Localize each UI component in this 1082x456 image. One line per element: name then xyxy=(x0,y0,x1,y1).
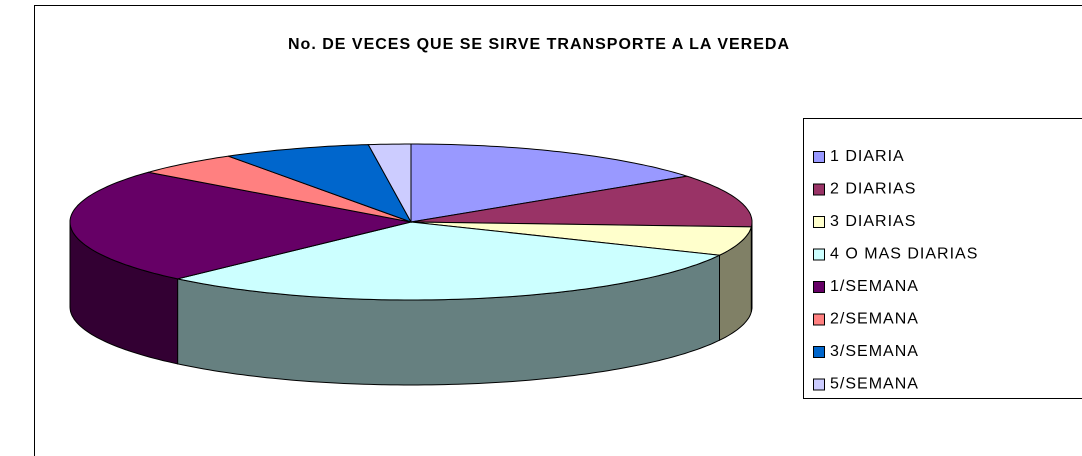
pie-slice xyxy=(367,143,412,223)
legend-label: 5/SEMANA xyxy=(830,376,919,393)
legend-swatch xyxy=(813,151,825,163)
pie-slice xyxy=(410,143,688,223)
legend-swatch xyxy=(813,183,825,196)
legend-label: 3 DIARIAS xyxy=(830,213,916,230)
chart-title: No. DE VECES QUE SE SIRVE TRANSPORTE A L… xyxy=(288,36,790,53)
legend-label: 2 DIARIAS xyxy=(830,181,916,198)
legend-swatch xyxy=(813,281,825,293)
pie-slice xyxy=(228,144,413,223)
pie-tops xyxy=(69,143,753,301)
legend-swatch xyxy=(813,313,825,326)
legend-label: 4 O MAS DIARIAS xyxy=(830,246,978,263)
legend-box xyxy=(803,118,1082,399)
pie-sides xyxy=(69,221,753,386)
legend-swatch xyxy=(813,248,825,261)
legend-label: 3/SEMANA xyxy=(830,343,919,360)
pie-slice xyxy=(177,221,722,301)
legend-swatch xyxy=(813,378,825,391)
legend-swatch xyxy=(813,216,825,228)
pie-slice xyxy=(69,171,412,280)
pie-slice xyxy=(410,175,753,228)
pie-slice xyxy=(410,221,752,256)
legend-label: 1 DIARIA xyxy=(830,148,905,165)
legend-label: 1/SEMANA xyxy=(830,278,919,295)
pie-slice xyxy=(148,155,412,223)
legend-swatch xyxy=(813,346,825,358)
legend-label: 2/SEMANA xyxy=(830,311,919,328)
